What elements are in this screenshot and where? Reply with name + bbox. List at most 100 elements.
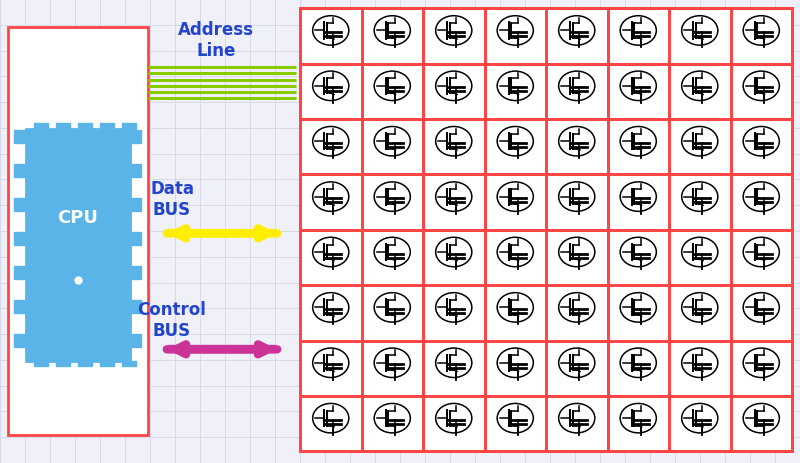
Ellipse shape — [497, 404, 534, 433]
Ellipse shape — [436, 404, 472, 433]
Bar — [300, 286, 362, 341]
Bar — [607, 230, 669, 286]
Bar — [546, 9, 607, 64]
Ellipse shape — [374, 72, 410, 101]
Bar — [485, 286, 546, 341]
Ellipse shape — [743, 182, 779, 212]
Ellipse shape — [313, 293, 349, 322]
Bar — [14, 300, 26, 313]
Text: Control
BUS: Control BUS — [138, 300, 206, 339]
Ellipse shape — [743, 348, 779, 378]
Bar — [669, 341, 730, 396]
Ellipse shape — [620, 72, 656, 101]
Bar — [423, 230, 485, 286]
Ellipse shape — [313, 182, 349, 212]
Bar — [362, 64, 423, 120]
Bar — [56, 361, 70, 367]
Bar — [423, 341, 485, 396]
Ellipse shape — [436, 17, 472, 46]
Ellipse shape — [682, 348, 718, 378]
Bar — [362, 396, 423, 451]
Bar — [300, 175, 362, 231]
Bar — [56, 124, 70, 130]
Bar — [300, 230, 362, 286]
Ellipse shape — [374, 17, 410, 46]
Ellipse shape — [682, 293, 718, 322]
Bar — [730, 64, 792, 120]
Bar — [130, 266, 141, 279]
Ellipse shape — [682, 404, 718, 433]
Ellipse shape — [743, 127, 779, 156]
Bar — [546, 341, 607, 396]
Bar — [78, 361, 92, 367]
Bar — [669, 396, 730, 451]
Text: Data
BUS: Data BUS — [150, 180, 194, 219]
Ellipse shape — [497, 72, 534, 101]
Bar — [362, 175, 423, 231]
Bar — [300, 341, 362, 396]
Ellipse shape — [436, 72, 472, 101]
Bar — [362, 120, 423, 175]
Bar — [607, 9, 669, 64]
Bar — [362, 9, 423, 64]
Ellipse shape — [558, 127, 595, 156]
Bar — [546, 175, 607, 231]
Bar — [485, 64, 546, 120]
Ellipse shape — [743, 238, 779, 267]
Bar — [423, 120, 485, 175]
Bar — [130, 164, 141, 177]
Bar — [14, 334, 26, 347]
Ellipse shape — [620, 17, 656, 46]
Ellipse shape — [497, 293, 534, 322]
Ellipse shape — [558, 182, 595, 212]
Ellipse shape — [682, 72, 718, 101]
Bar — [546, 120, 607, 175]
Bar — [546, 230, 607, 286]
Bar — [485, 341, 546, 396]
Bar — [730, 120, 792, 175]
Ellipse shape — [620, 404, 656, 433]
Bar — [607, 396, 669, 451]
Bar — [485, 120, 546, 175]
Bar — [99, 124, 114, 130]
Bar — [99, 361, 114, 367]
Ellipse shape — [497, 127, 534, 156]
Bar — [14, 131, 26, 144]
Bar — [423, 9, 485, 64]
Bar — [730, 396, 792, 451]
Bar — [730, 341, 792, 396]
Bar — [423, 64, 485, 120]
Bar — [669, 64, 730, 120]
Bar — [423, 175, 485, 231]
Ellipse shape — [313, 238, 349, 267]
Bar — [122, 361, 136, 367]
Bar — [14, 232, 26, 245]
Bar — [130, 300, 141, 313]
Bar — [362, 286, 423, 341]
Bar — [485, 175, 546, 231]
Bar — [730, 175, 792, 231]
Bar — [730, 286, 792, 341]
Ellipse shape — [682, 182, 718, 212]
Bar — [607, 64, 669, 120]
Bar — [669, 286, 730, 341]
Bar — [669, 230, 730, 286]
Bar — [8, 28, 148, 435]
Bar — [300, 64, 362, 120]
Ellipse shape — [620, 348, 656, 378]
Bar — [300, 9, 362, 64]
Ellipse shape — [558, 72, 595, 101]
Ellipse shape — [558, 293, 595, 322]
Ellipse shape — [374, 348, 410, 378]
Bar — [300, 396, 362, 451]
Ellipse shape — [620, 293, 656, 322]
Bar — [423, 286, 485, 341]
Ellipse shape — [374, 127, 410, 156]
Ellipse shape — [497, 17, 534, 46]
Bar — [130, 334, 141, 347]
Bar — [78, 124, 92, 130]
Ellipse shape — [558, 404, 595, 433]
Ellipse shape — [682, 127, 718, 156]
Ellipse shape — [374, 238, 410, 267]
Bar — [730, 230, 792, 286]
